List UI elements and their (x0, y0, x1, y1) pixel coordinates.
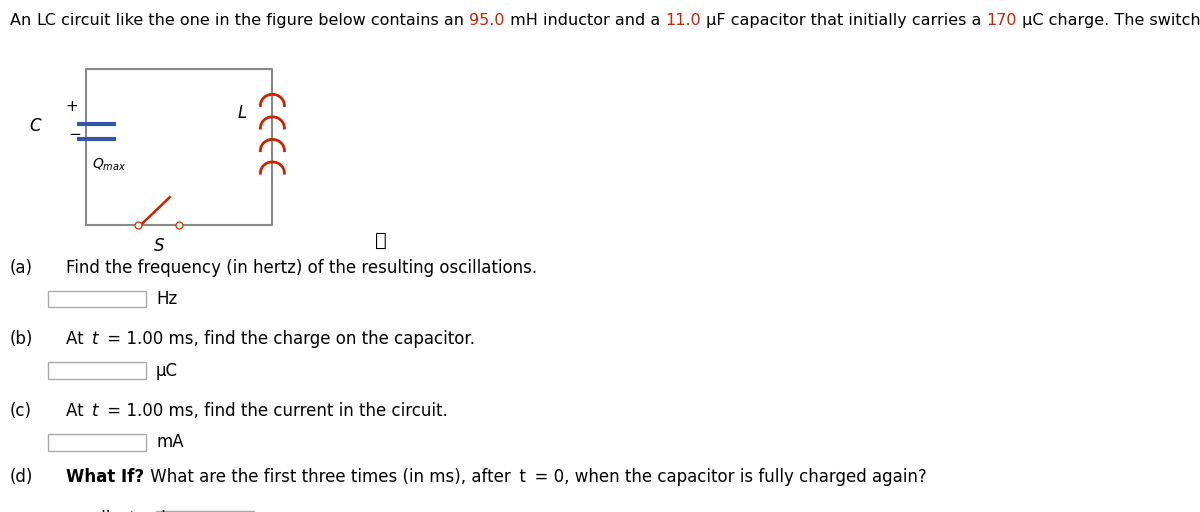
Text: (d): (d) (10, 468, 32, 486)
Text: $Q_{max}$: $Q_{max}$ (92, 157, 126, 173)
Text: Find the frequency (in hertz) of the resulting oscillations.: Find the frequency (in hertz) of the res… (66, 259, 538, 276)
Bar (48, 291, 146, 307)
Text: At: At (66, 330, 89, 348)
Text: smallest value: smallest value (66, 510, 186, 512)
Text: +: + (65, 99, 78, 114)
Bar (48, 362, 146, 379)
Text: An: An (10, 13, 36, 28)
Text: ms: ms (264, 510, 289, 512)
Text: At: At (66, 402, 89, 420)
Text: = 1.00 ms, find the current in the circuit.: = 1.00 ms, find the current in the circu… (102, 402, 448, 420)
Bar (156, 511, 254, 512)
Text: LC: LC (36, 13, 56, 28)
Text: (a): (a) (10, 259, 32, 276)
Text: = 1.00 ms, find the charge on the capacitor.: = 1.00 ms, find the charge on the capaci… (102, 330, 475, 348)
Text: µC: µC (156, 361, 178, 380)
Text: ⓘ: ⓘ (374, 231, 386, 250)
Text: Hz: Hz (156, 290, 178, 308)
Text: C: C (29, 117, 41, 136)
Text: t: t (92, 330, 98, 348)
Text: mA: mA (156, 433, 184, 452)
Text: (c): (c) (10, 402, 31, 420)
Text: µF capacitor that initially carries a: µF capacitor that initially carries a (701, 13, 986, 28)
Text: mH inductor and a: mH inductor and a (505, 13, 665, 28)
Text: L: L (238, 104, 247, 122)
Text: S: S (154, 237, 164, 255)
Text: 170: 170 (986, 13, 1016, 28)
Text: circuit like the one in the figure below contains an: circuit like the one in the figure below… (56, 13, 469, 28)
Text: µC charge. The switch is open for: µC charge. The switch is open for (1016, 13, 1200, 28)
Text: What are the first three times (in ms), after  t  = 0, when the capacitor is ful: What are the first three times (in ms), … (145, 468, 926, 486)
Bar (48, 434, 146, 451)
Text: 11.0: 11.0 (665, 13, 701, 28)
Text: t: t (92, 402, 98, 420)
Text: (b): (b) (10, 330, 32, 348)
Text: What If?: What If? (66, 468, 144, 486)
Text: −: − (68, 126, 80, 142)
Text: 95.0: 95.0 (469, 13, 505, 28)
